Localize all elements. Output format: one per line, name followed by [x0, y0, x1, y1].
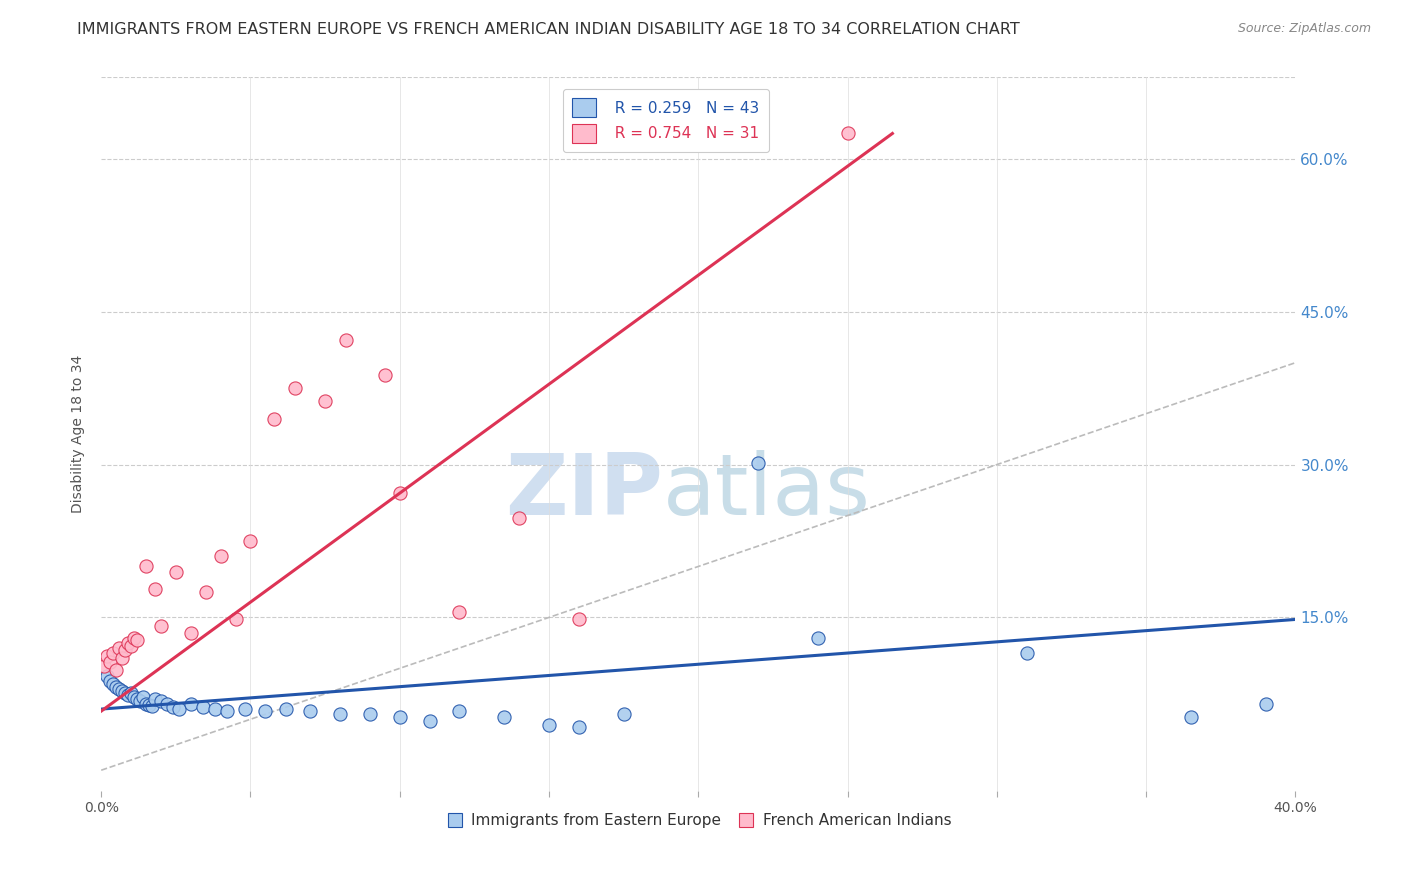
Y-axis label: Disability Age 18 to 34: Disability Age 18 to 34	[72, 355, 86, 513]
Point	[419, 714, 441, 729]
Point	[807, 631, 830, 645]
Point	[388, 710, 411, 724]
Point	[329, 707, 352, 722]
Point	[138, 698, 160, 712]
Point	[132, 690, 155, 704]
Point	[149, 618, 172, 632]
Point	[108, 640, 131, 655]
Point	[225, 612, 247, 626]
Point	[449, 704, 471, 718]
Point	[117, 636, 139, 650]
Point	[96, 649, 118, 664]
Point	[105, 664, 128, 678]
Point	[156, 697, 179, 711]
Point	[117, 688, 139, 702]
Point	[568, 612, 591, 626]
Point	[508, 510, 530, 524]
Point	[141, 699, 163, 714]
Point	[374, 368, 396, 382]
Point	[135, 697, 157, 711]
Point	[209, 549, 232, 564]
Point	[114, 686, 136, 700]
Point	[165, 565, 187, 579]
Point	[204, 702, 226, 716]
Point	[568, 720, 591, 734]
Point	[1254, 697, 1277, 711]
Point	[135, 559, 157, 574]
Point	[101, 676, 124, 690]
Point	[111, 651, 134, 665]
Point	[125, 692, 148, 706]
Point	[122, 631, 145, 645]
Point	[263, 411, 285, 425]
Point	[143, 582, 166, 596]
Point	[191, 700, 214, 714]
Point	[111, 683, 134, 698]
Text: IMMIGRANTS FROM EASTERN EUROPE VS FRENCH AMERICAN INDIAN DISABILITY AGE 18 TO 34: IMMIGRANTS FROM EASTERN EUROPE VS FRENCH…	[77, 22, 1021, 37]
Point	[284, 381, 307, 395]
Point	[149, 694, 172, 708]
Point	[93, 659, 115, 673]
Point	[494, 710, 516, 724]
Point	[215, 704, 238, 718]
Point	[122, 690, 145, 704]
Point	[143, 692, 166, 706]
Point	[108, 681, 131, 696]
Point	[96, 669, 118, 683]
Text: ZIP: ZIP	[505, 450, 662, 533]
Point	[180, 697, 202, 711]
Point	[194, 585, 217, 599]
Point	[1015, 646, 1038, 660]
Point	[538, 718, 561, 732]
Point	[105, 680, 128, 694]
Point	[239, 533, 262, 548]
Point	[837, 127, 859, 141]
Point	[120, 686, 142, 700]
Point	[98, 673, 121, 688]
Point	[299, 704, 322, 718]
Point	[114, 643, 136, 657]
Point	[335, 333, 357, 347]
Point	[359, 707, 381, 722]
Point	[276, 702, 298, 716]
Text: atlas: atlas	[662, 450, 870, 533]
Point	[1180, 710, 1202, 724]
Point	[125, 632, 148, 647]
Point	[314, 394, 336, 409]
Point	[101, 646, 124, 660]
Point	[254, 704, 277, 718]
Point	[162, 700, 184, 714]
Point	[167, 702, 190, 716]
Point	[449, 605, 471, 619]
Point	[613, 707, 636, 722]
Legend: Immigrants from Eastern Europe, French American Indians: Immigrants from Eastern Europe, French A…	[439, 807, 957, 834]
Point	[120, 639, 142, 653]
Point	[233, 702, 256, 716]
Point	[388, 486, 411, 500]
Point	[98, 655, 121, 669]
Point	[129, 694, 152, 708]
Text: Source: ZipAtlas.com: Source: ZipAtlas.com	[1237, 22, 1371, 36]
Point	[180, 625, 202, 640]
Point	[747, 456, 769, 470]
